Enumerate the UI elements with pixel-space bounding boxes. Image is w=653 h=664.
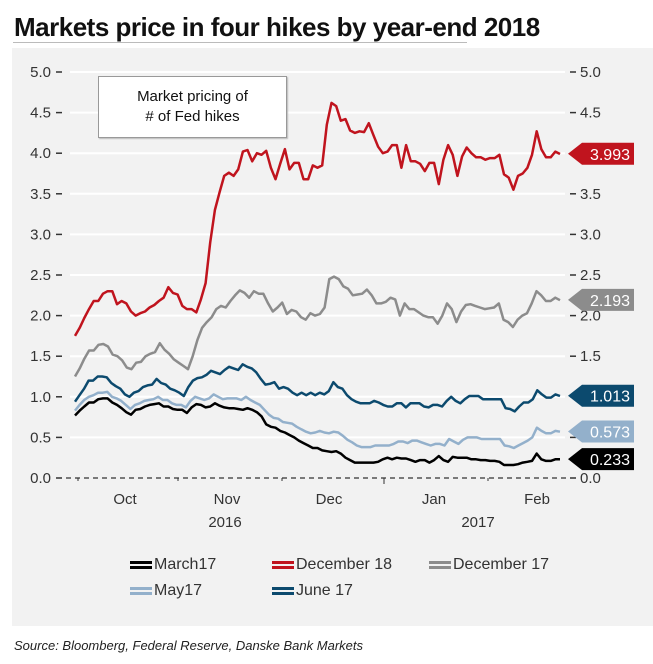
legend-row-1: March17 December 18 December 17 [130, 552, 561, 578]
value-tag-label: 0.573 [590, 424, 630, 441]
legend-label: May17 [154, 582, 203, 599]
x-tick-label: Dec [316, 491, 343, 508]
y-tick-label-left: 4.0 [30, 145, 51, 162]
value-tag [568, 142, 634, 165]
y-tick-label-left: 2.5 [30, 267, 51, 284]
legend-swatch [130, 587, 152, 595]
y-tick-label-left: 2.0 [30, 308, 51, 325]
legend-label: December 18 [296, 556, 393, 573]
source-note: Source: Bloomberg, Federal Reserve, Dans… [14, 638, 363, 653]
title-underline [13, 42, 467, 43]
y-tick-label-right: 3.5 [580, 186, 601, 203]
legend-item-june17[interactable]: June 17 [272, 582, 353, 600]
value-tag-label: 0.233 [590, 452, 630, 469]
legend-swatch [272, 587, 294, 595]
y-tick-label-right: 4.5 [580, 105, 601, 122]
y-tick-label-left: 3.0 [30, 226, 51, 243]
legend-label: March17 [154, 556, 217, 573]
legend-label: June 17 [296, 582, 353, 599]
value-tag [568, 448, 634, 471]
y-tick-label-right: 2.5 [580, 267, 601, 284]
chart-panel [12, 48, 653, 626]
annotation-line-2: # of Fed hikes [145, 108, 240, 125]
series-line-may17 [74, 390, 561, 450]
series-line-june17 [73, 363, 561, 413]
series-line-december18 [73, 101, 561, 337]
y-tick-label-left: 4.5 [30, 105, 51, 122]
legend-swatch [272, 561, 294, 569]
y-tick-label-right: 1.5 [580, 348, 601, 365]
value-tag-label: 2.193 [590, 293, 630, 310]
legend-item-may17[interactable]: May17 [130, 582, 260, 600]
series-line-december17 [73, 275, 561, 378]
y-tick-label-left: 3.5 [30, 186, 51, 203]
y-tick-label-left: 1.5 [30, 348, 51, 365]
x-tick-label: Feb [524, 491, 550, 508]
x-tick-label: Jan [422, 491, 446, 508]
legend-item-march17[interactable]: March17 [130, 556, 260, 574]
y-tick-label-right: 5.0 [580, 64, 601, 81]
y-tick-label-right: 0.0 [580, 470, 601, 487]
chart-title: Markets price in four hikes by year-end … [14, 12, 540, 42]
y-tick-label-left: 0.5 [30, 429, 51, 446]
value-tag [568, 420, 634, 443]
series-line-march17 [74, 397, 560, 467]
x-tick-label: Oct [113, 491, 137, 508]
legend-swatch [429, 561, 451, 569]
annotation-box: Market pricing of # of Fed hikes [98, 76, 287, 138]
legend-item-december17[interactable]: December 17 [429, 556, 549, 574]
legend: March17 December 18 December 17 May17 Ju… [130, 552, 561, 604]
y-tick-label-left: 0.0 [30, 470, 51, 487]
value-tag-label: 1.013 [590, 389, 630, 406]
value-tag-label: 3.993 [590, 147, 630, 164]
x-year-label: 2017 [461, 514, 494, 531]
y-tick-label-right: 3.0 [580, 226, 601, 243]
x-tick-label: Nov [214, 491, 241, 508]
value-tag [568, 288, 634, 311]
y-tick-label-left: 5.0 [30, 64, 51, 81]
legend-item-december18[interactable]: December 18 [272, 556, 417, 574]
y-tick-label-left: 1.0 [30, 389, 51, 406]
value-tag [568, 384, 634, 407]
legend-swatch [130, 561, 152, 569]
x-year-label: 2016 [208, 514, 241, 531]
legend-label: December 17 [453, 556, 550, 573]
legend-row-2: May17 June 17 [130, 578, 561, 604]
annotation-line-1: Market pricing of [137, 88, 248, 105]
y-tick-label-right: 2.0 [580, 308, 601, 325]
